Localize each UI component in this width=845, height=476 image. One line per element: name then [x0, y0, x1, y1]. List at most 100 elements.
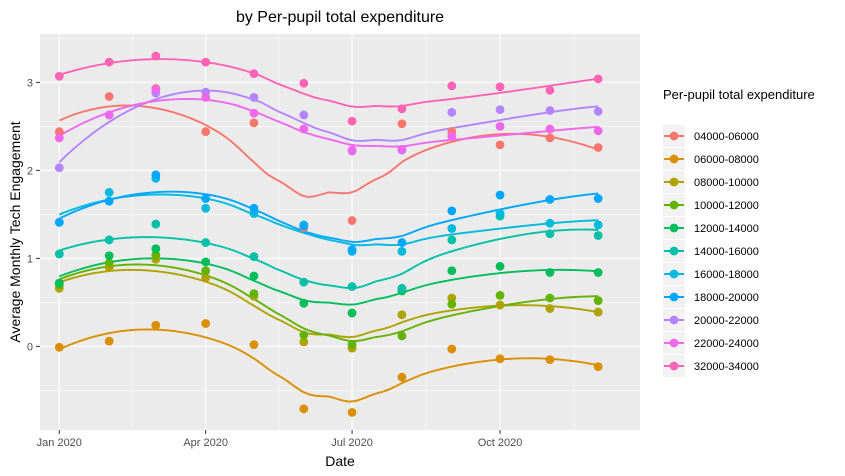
data-point-22000-24000 — [495, 122, 505, 131]
data-point-18000-20000 — [299, 221, 309, 231]
data-point-10000-12000 — [397, 331, 407, 341]
data-point-06000-08000 — [593, 362, 603, 372]
legend-item: 16000-18000 — [663, 263, 759, 285]
data-point-18000-20000 — [104, 196, 114, 206]
legend-item: 08000-10000 — [663, 171, 759, 193]
series-line-18000-20000 — [58, 190, 599, 243]
data-point-10000-12000 — [201, 266, 211, 276]
data-point-12000-14000 — [299, 298, 309, 308]
y-axis: 0 1 2 3 — [27, 77, 40, 353]
data-point-06000-08000 — [249, 340, 259, 350]
legend-label: 22000-24000 — [694, 338, 759, 350]
data-point-16000-18000 — [201, 203, 211, 213]
legend-label: 10000-12000 — [694, 200, 759, 212]
data-point-14000-16000 — [545, 229, 555, 239]
data-point-12000-14000 — [54, 278, 64, 288]
chart-title: by Per-pupil total expenditure — [236, 9, 444, 26]
data-point-12000-14000 — [201, 257, 211, 267]
legend-item: 22000-24000 — [663, 332, 759, 354]
data-point-06000-08000 — [347, 408, 357, 417]
data-point-18000-20000 — [201, 194, 211, 203]
data-point-12000-14000 — [593, 268, 603, 277]
data-point-04000-06000 — [201, 127, 211, 137]
data-point-12000-14000 — [495, 261, 505, 271]
data-point-22000-24000 — [201, 92, 211, 102]
x-axis-title: Date — [325, 453, 355, 469]
data-point-10000-12000 — [447, 299, 457, 309]
data-point-18000-20000 — [447, 206, 457, 216]
data-point-04000-06000 — [397, 119, 407, 129]
data-point-08000-10000 — [299, 337, 309, 347]
data-point-20000-22000 — [299, 110, 309, 120]
data-point-08000-10000 — [593, 307, 603, 317]
x-tick-label: Oct 2020 — [478, 437, 523, 449]
data-point-20000-22000 — [447, 107, 457, 117]
data-point-20000-22000 — [495, 105, 505, 115]
data-point-04000-06000 — [545, 133, 555, 143]
data-point-04000-06000 — [249, 118, 259, 128]
legend-key-point — [669, 269, 679, 279]
series-line-16000-18000 — [58, 193, 599, 247]
legend-item: 20000-22000 — [663, 309, 759, 331]
data-point-10000-12000 — [347, 340, 357, 350]
y-tick-label: 0 — [27, 341, 33, 353]
legend-label: 06000-08000 — [694, 154, 759, 166]
data-point-08000-10000 — [201, 273, 211, 283]
data-point-14000-16000 — [104, 235, 114, 245]
data-point-04000-06000 — [104, 92, 114, 101]
legend-key-point — [669, 154, 679, 164]
data-point-06000-08000 — [104, 336, 114, 346]
legend-item: 18000-20000 — [663, 286, 759, 308]
data-point-16000-18000 — [545, 218, 555, 228]
data-point-22000-24000 — [54, 133, 64, 143]
legend-key-point — [669, 200, 679, 210]
data-point-16000-18000 — [397, 246, 407, 256]
data-point-20000-22000 — [593, 107, 603, 116]
data-point-06000-08000 — [54, 342, 64, 352]
data-point-18000-20000 — [495, 190, 505, 200]
legend-key-point — [669, 292, 679, 302]
legend-key-point — [669, 223, 679, 233]
data-point-06000-08000 — [151, 320, 161, 330]
data-point-32000-34000 — [347, 116, 357, 126]
data-point-18000-20000 — [545, 195, 555, 204]
data-point-08000-10000 — [545, 304, 555, 313]
data-point-06000-08000 — [495, 354, 505, 364]
data-point-10000-12000 — [249, 289, 259, 298]
data-point-06000-08000 — [545, 355, 555, 364]
legend-label: 16000-18000 — [694, 269, 759, 281]
data-point-22000-24000 — [299, 124, 309, 134]
y-tick-label: 1 — [27, 253, 33, 265]
data-point-12000-14000 — [104, 251, 114, 261]
data-point-12000-14000 — [249, 271, 259, 281]
legend-item: 14000-16000 — [663, 240, 759, 262]
data-point-16000-18000 — [104, 188, 114, 197]
data-point-08000-10000 — [397, 310, 407, 320]
data-point-22000-24000 — [104, 110, 114, 120]
data-point-12000-14000 — [545, 268, 555, 277]
data-point-08000-10000 — [447, 293, 457, 303]
data-point-10000-12000 — [299, 330, 309, 340]
x-tick-label: Apr 2020 — [183, 437, 228, 449]
data-point-18000-20000 — [151, 170, 161, 180]
data-point-20000-22000 — [545, 106, 555, 115]
data-point-08000-10000 — [495, 300, 505, 310]
x-tick-label: Jul 2020 — [331, 437, 373, 449]
series-line-06000-08000 — [58, 328, 599, 403]
y-tick-label: 3 — [27, 77, 33, 89]
data-point-32000-34000 — [593, 74, 603, 84]
data-point-22000-24000 — [249, 108, 259, 118]
data-point-16000-18000 — [593, 220, 603, 230]
legend-label: 12000-14000 — [694, 223, 759, 235]
data-point-06000-08000 — [299, 404, 309, 414]
data-point-04000-06000 — [593, 143, 603, 152]
data-point-18000-20000 — [54, 217, 64, 227]
data-point-10000-12000 — [495, 290, 505, 300]
data-point-32000-34000 — [545, 85, 555, 95]
legend-key-point — [669, 246, 679, 256]
data-point-14000-16000 — [447, 235, 457, 245]
data-point-10000-12000 — [104, 258, 114, 268]
data-point-16000-18000 — [447, 224, 457, 233]
data-point-32000-34000 — [201, 57, 211, 67]
